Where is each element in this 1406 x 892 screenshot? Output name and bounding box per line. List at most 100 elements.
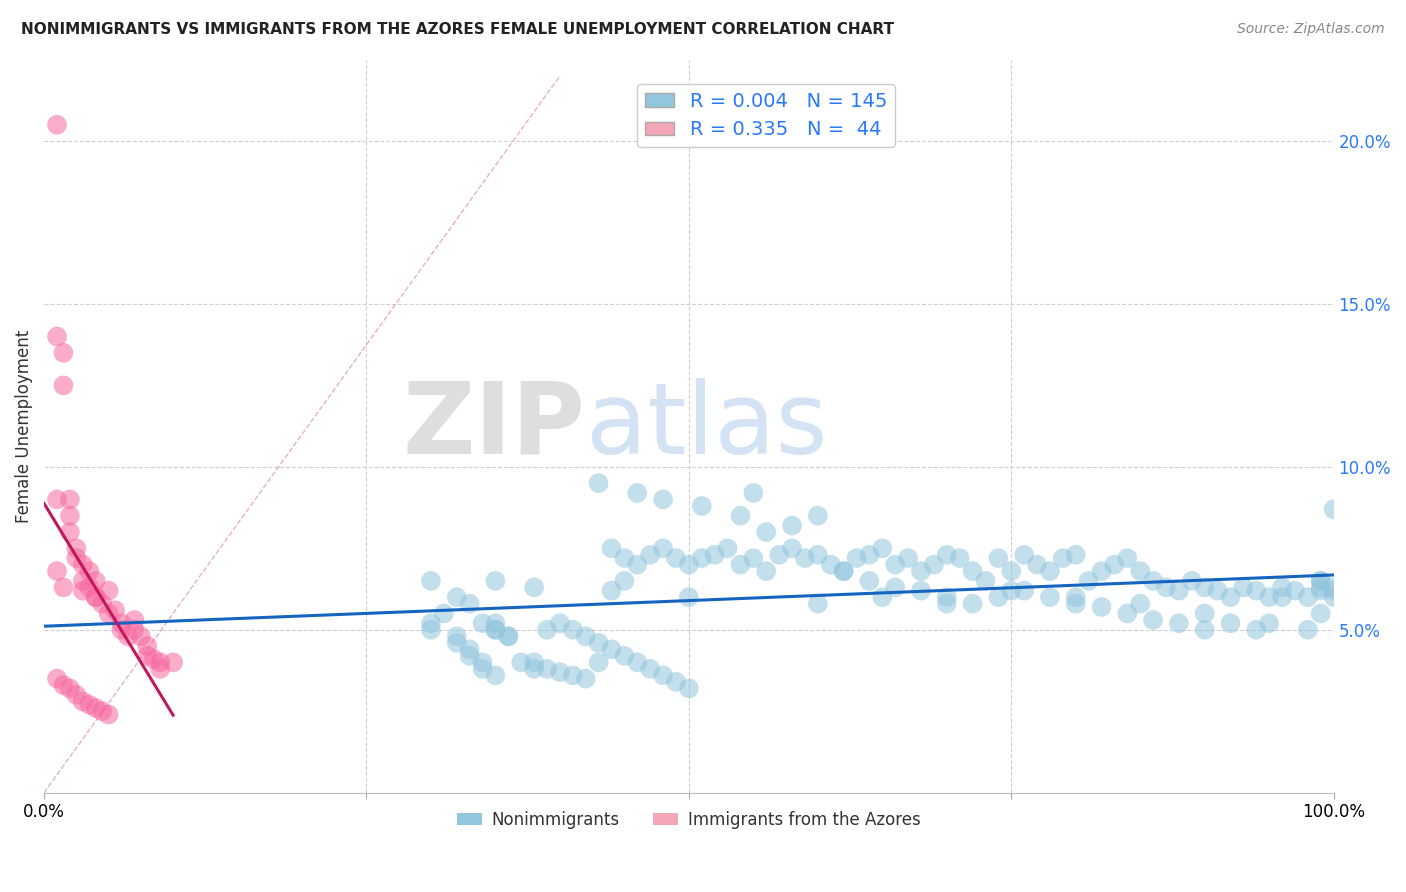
- Point: [820, 558, 842, 572]
- Point: [678, 590, 700, 604]
- Point: [935, 597, 957, 611]
- Point: [91, 704, 114, 718]
- Point: [136, 639, 159, 653]
- Point: [1129, 597, 1152, 611]
- Point: [588, 656, 610, 670]
- Point: [149, 662, 172, 676]
- Point: [962, 597, 984, 611]
- Point: [52, 346, 75, 360]
- Point: [548, 616, 571, 631]
- Point: [987, 551, 1010, 566]
- Point: [471, 656, 494, 670]
- Point: [1323, 583, 1346, 598]
- Point: [1323, 590, 1346, 604]
- Point: [1052, 551, 1074, 566]
- Point: [446, 636, 468, 650]
- Point: [1194, 581, 1216, 595]
- Point: [124, 613, 146, 627]
- Point: [832, 564, 855, 578]
- Point: [768, 548, 790, 562]
- Legend: Nonimmigrants, Immigrants from the Azores: Nonimmigrants, Immigrants from the Azore…: [450, 805, 928, 836]
- Point: [59, 492, 82, 507]
- Point: [832, 564, 855, 578]
- Point: [730, 508, 752, 523]
- Point: [536, 623, 558, 637]
- Point: [1206, 583, 1229, 598]
- Point: [129, 629, 152, 643]
- Point: [575, 629, 598, 643]
- Point: [1309, 583, 1331, 598]
- Point: [613, 551, 636, 566]
- Point: [690, 551, 713, 566]
- Point: [652, 541, 675, 556]
- Point: [626, 656, 648, 670]
- Point: [588, 636, 610, 650]
- Point: [1090, 564, 1112, 578]
- Point: [1026, 558, 1049, 572]
- Point: [420, 574, 443, 588]
- Point: [471, 616, 494, 631]
- Point: [1142, 574, 1164, 588]
- Point: [561, 623, 583, 637]
- Point: [484, 616, 506, 631]
- Point: [600, 583, 623, 598]
- Point: [433, 607, 456, 621]
- Point: [458, 642, 481, 657]
- Point: [1090, 599, 1112, 614]
- Point: [1309, 574, 1331, 588]
- Point: [420, 623, 443, 637]
- Text: ZIP: ZIP: [404, 377, 586, 475]
- Point: [1219, 590, 1241, 604]
- Point: [65, 688, 87, 702]
- Point: [77, 564, 100, 578]
- Text: NONIMMIGRANTS VS IMMIGRANTS FROM THE AZORES FEMALE UNEMPLOYMENT CORRELATION CHAR: NONIMMIGRANTS VS IMMIGRANTS FROM THE AZO…: [21, 22, 894, 37]
- Point: [910, 583, 932, 598]
- Y-axis label: Female Unemployment: Female Unemployment: [15, 329, 32, 523]
- Point: [446, 629, 468, 643]
- Point: [510, 656, 533, 670]
- Point: [1219, 616, 1241, 631]
- Point: [600, 541, 623, 556]
- Point: [858, 548, 880, 562]
- Point: [536, 662, 558, 676]
- Point: [1296, 590, 1319, 604]
- Point: [690, 499, 713, 513]
- Point: [84, 701, 107, 715]
- Point: [665, 551, 688, 566]
- Point: [1000, 583, 1022, 598]
- Point: [59, 508, 82, 523]
- Point: [110, 623, 132, 637]
- Point: [575, 672, 598, 686]
- Point: [110, 616, 132, 631]
- Point: [65, 551, 87, 566]
- Point: [52, 378, 75, 392]
- Point: [935, 590, 957, 604]
- Point: [638, 548, 661, 562]
- Point: [446, 590, 468, 604]
- Point: [484, 623, 506, 637]
- Point: [46, 672, 69, 686]
- Point: [1194, 623, 1216, 637]
- Point: [1104, 558, 1126, 572]
- Point: [1309, 574, 1331, 588]
- Point: [484, 574, 506, 588]
- Point: [884, 581, 907, 595]
- Point: [626, 558, 648, 572]
- Point: [1154, 581, 1177, 595]
- Point: [484, 668, 506, 682]
- Point: [1271, 590, 1294, 604]
- Point: [1232, 581, 1254, 595]
- Point: [884, 558, 907, 572]
- Point: [807, 548, 830, 562]
- Point: [613, 574, 636, 588]
- Point: [97, 607, 120, 621]
- Point: [142, 652, 165, 666]
- Point: [780, 518, 803, 533]
- Point: [1012, 548, 1035, 562]
- Point: [626, 486, 648, 500]
- Point: [807, 597, 830, 611]
- Point: [1194, 607, 1216, 621]
- Point: [136, 648, 159, 663]
- Point: [471, 662, 494, 676]
- Point: [523, 662, 546, 676]
